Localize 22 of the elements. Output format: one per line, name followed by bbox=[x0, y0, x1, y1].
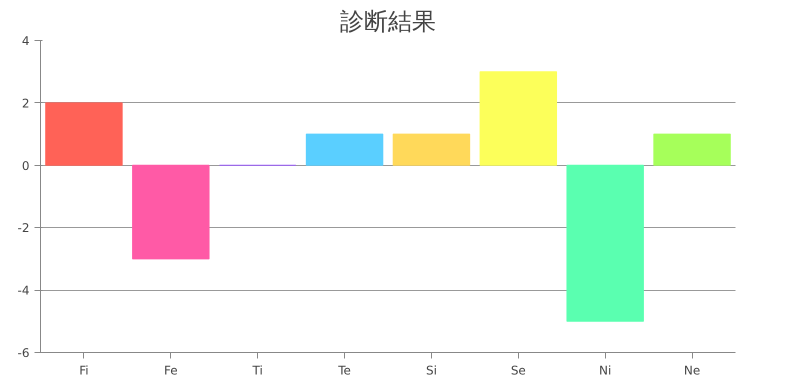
x-tick-label: Ni bbox=[599, 364, 612, 378]
y-tick-label: -6 bbox=[18, 346, 30, 360]
x-tick-label: Te bbox=[337, 364, 351, 378]
chart-title: 診断結果 bbox=[340, 8, 436, 36]
y-tick-label: 2 bbox=[22, 96, 30, 110]
x-tick-label: Fi bbox=[79, 364, 89, 378]
bar bbox=[480, 71, 558, 166]
bar bbox=[392, 134, 470, 166]
x-tick-label: Si bbox=[426, 364, 437, 378]
x-tick-label: Ti bbox=[252, 364, 263, 378]
bar bbox=[45, 102, 123, 166]
y-tick-label: -2 bbox=[18, 221, 30, 236]
y-tick-label: -4 bbox=[18, 284, 30, 298]
bar bbox=[132, 164, 210, 260]
x-tick-label: Ne bbox=[684, 364, 700, 378]
bar bbox=[566, 164, 644, 322]
y-tick-label: 0 bbox=[22, 158, 30, 173]
y-tick-label: 4 bbox=[22, 34, 30, 48]
bar bbox=[653, 134, 731, 166]
bar bbox=[306, 134, 384, 166]
x-tick-label: Se bbox=[510, 364, 526, 378]
x-tick-label: Fe bbox=[164, 364, 178, 378]
